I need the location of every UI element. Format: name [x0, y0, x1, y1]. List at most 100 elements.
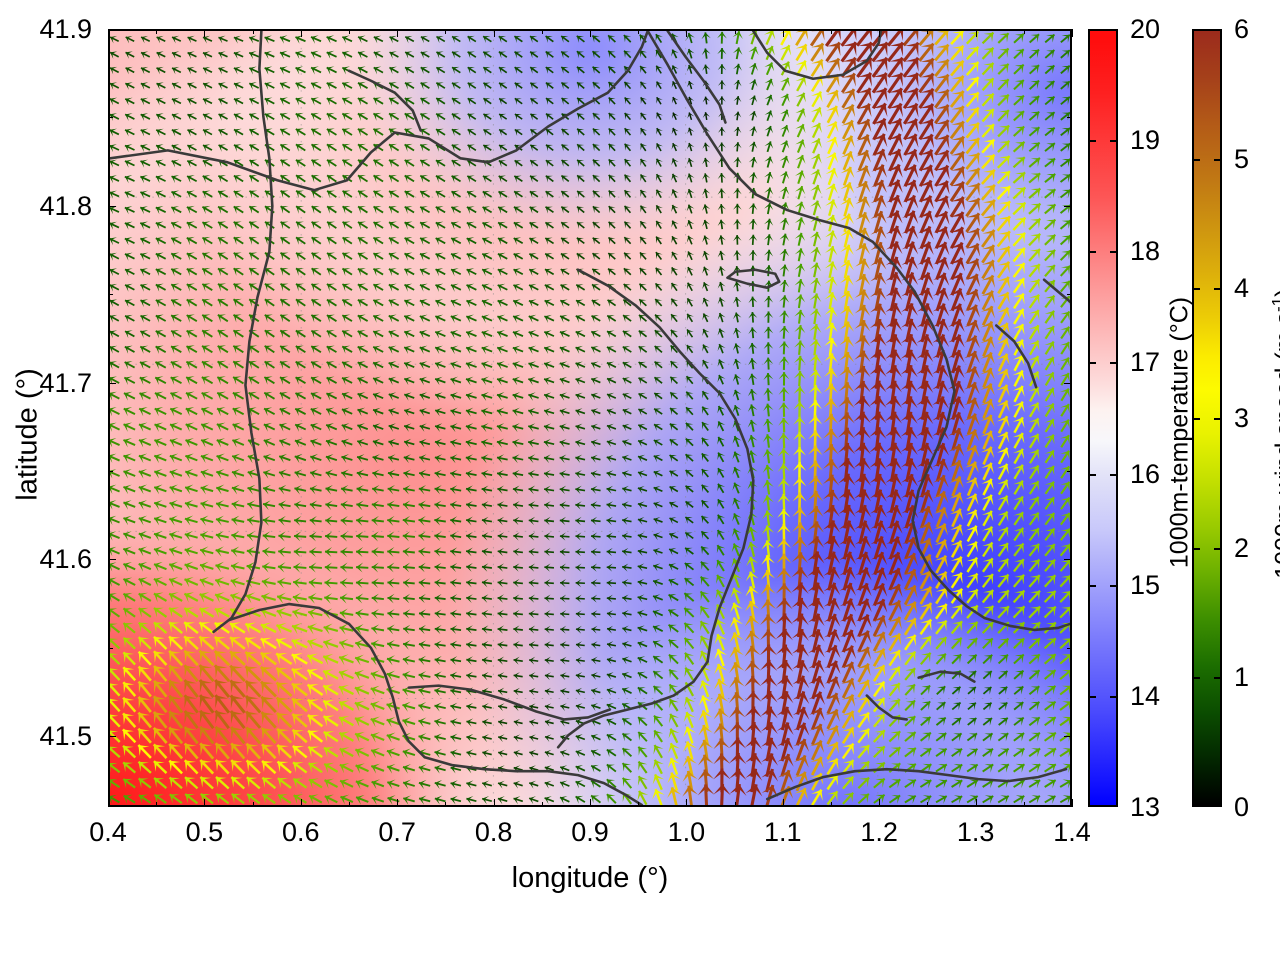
- wind-arrow: [295, 128, 306, 137]
- wind-arrow: [871, 179, 887, 203]
- x-axis-tick-top: [204, 29, 206, 37]
- wind-arrow: [171, 51, 182, 59]
- wind-arrow: [218, 66, 228, 75]
- wind-arrow: [981, 108, 995, 123]
- wind-arrow: [702, 142, 711, 152]
- wind-arrow: [902, 31, 919, 47]
- x-axis-minor-tick-top: [638, 29, 640, 34]
- wind-arrow: [110, 113, 120, 122]
- wind-arrow: [326, 97, 337, 106]
- wind-arrow: [435, 97, 446, 106]
- wind-arrow: [997, 78, 1010, 91]
- wind-arrow: [887, 148, 903, 172]
- wind-arrow: [996, 155, 1011, 169]
- wind-arrow: [110, 97, 120, 106]
- wind-arrow: [949, 90, 965, 108]
- wind-arrow: [310, 81, 322, 90]
- wind-arrow: [779, 44, 792, 61]
- wind-arrow: [749, 95, 758, 106]
- x-axis-tick: [782, 799, 784, 807]
- wind-arrow: [702, 157, 711, 168]
- wind-arrow: [420, 35, 430, 44]
- wind-arrow: [233, 190, 244, 199]
- wind-arrow: [902, 87, 919, 110]
- y-axis-tick: [108, 559, 116, 561]
- wind-arrow: [592, 159, 601, 167]
- wind-arrow: [671, 112, 679, 121]
- colorbar-tick: [1110, 695, 1118, 698]
- wind-arrow: [482, 128, 492, 137]
- wind-arrow: [326, 112, 337, 121]
- wind-arrow: [295, 190, 306, 199]
- wind-arrow: [341, 35, 353, 44]
- wind-arrow: [717, 31, 727, 44]
- wind-arrow: [576, 81, 585, 90]
- y-axis-tick-right: [1064, 382, 1072, 384]
- wind-arrow: [124, 128, 135, 137]
- wind-arrow: [482, 144, 492, 152]
- wind-arrow: [1044, 142, 1056, 152]
- wind-arrow: [560, 35, 570, 43]
- wind-arrow: [624, 158, 632, 167]
- wind-arrow: [1013, 63, 1025, 75]
- wind-arrow: [764, 125, 774, 137]
- wind-arrow: [918, 133, 935, 156]
- wind-arrow: [733, 188, 742, 199]
- wind-arrow: [1013, 94, 1025, 106]
- wind-arrow: [855, 41, 873, 63]
- wind-arrow: [1060, 127, 1070, 137]
- wind-arrow: [202, 144, 213, 152]
- wind-arrow: [980, 184, 996, 201]
- wind-arrow: [388, 82, 399, 90]
- wind-arrow: [934, 31, 949, 46]
- wind-arrow: [592, 143, 601, 152]
- wind-arrow: [934, 119, 950, 140]
- coastline-contour-layer: [110, 31, 1070, 805]
- wind-arrow: [545, 113, 554, 121]
- wind-arrow: [810, 58, 824, 77]
- wind-arrow: [202, 97, 213, 106]
- wind-arrow: [498, 128, 508, 137]
- wind-arrow: [326, 66, 337, 75]
- colorbar-tick: [1192, 677, 1200, 680]
- wind-arrow: [717, 80, 726, 90]
- wind-arrow: [156, 97, 166, 106]
- wind-arrow: [341, 50, 353, 60]
- wind-arrow: [295, 159, 306, 168]
- wind-arrow: [687, 127, 695, 136]
- wind-arrow: [592, 112, 601, 121]
- wind-arrow: [825, 136, 839, 155]
- wind-arrow: [233, 174, 244, 183]
- wind-arrow: [780, 124, 790, 137]
- wind-arrow: [311, 190, 322, 199]
- wind-arrow: [373, 174, 384, 183]
- wind-arrow: [918, 31, 934, 46]
- wind-arrow: [187, 97, 197, 106]
- wind-arrow: [513, 35, 523, 43]
- wind-arrow: [918, 179, 934, 203]
- wind-arrow: [373, 159, 384, 168]
- wind-arrow: [949, 75, 965, 93]
- wind-arrow: [795, 154, 806, 169]
- wind-arrow: [529, 97, 539, 105]
- wind-arrow: [279, 50, 291, 60]
- wind-arrow: [841, 88, 856, 109]
- colorbar-tick-label: 20: [1130, 14, 1161, 44]
- wind-arrow: [965, 121, 980, 139]
- colorbar-tick-label: 5: [1234, 143, 1250, 174]
- x-axis-minor-tick: [1023, 802, 1025, 807]
- colorbar-tick-label: 18: [1130, 236, 1161, 267]
- colorbar-tick: [1214, 547, 1222, 550]
- wind-arrow: [794, 170, 806, 185]
- wind-arrow: [264, 66, 275, 75]
- wind-arrow: [608, 127, 616, 136]
- wind-arrow: [233, 144, 244, 152]
- wind-arrow: [855, 180, 871, 202]
- wind-arrow: [624, 143, 632, 152]
- wind-arrow: [171, 175, 182, 184]
- wind-arrow: [467, 51, 477, 59]
- wind-arrow: [810, 184, 822, 201]
- wind-arrow: [187, 113, 197, 121]
- wind-arrow: [997, 63, 1010, 75]
- wind-arrow: [529, 82, 539, 90]
